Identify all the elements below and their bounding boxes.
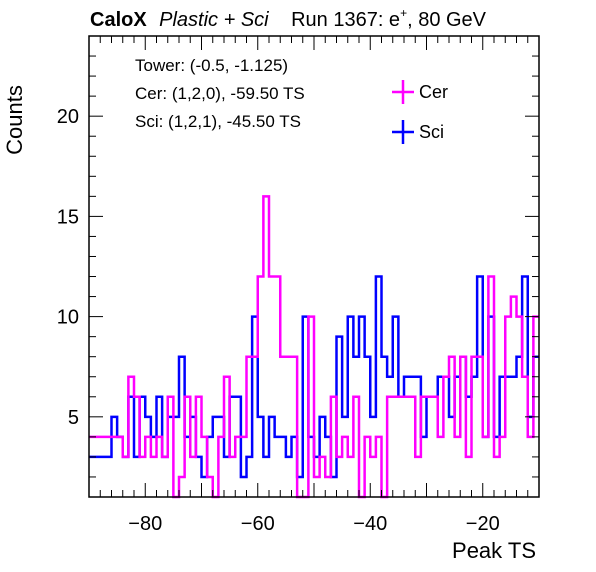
- y-tick-label: 15: [57, 206, 79, 228]
- subtitle-label: Plastic + Sci: [159, 9, 269, 31]
- y-axis-title: Counts: [2, 85, 27, 155]
- brand-label: CaloX: [90, 9, 147, 31]
- x-axis-title: Peak TS: [452, 538, 536, 563]
- x-tick-label: −40: [353, 513, 387, 535]
- legend: Cer Sci: [392, 80, 448, 144]
- x-tick-label: −60: [241, 513, 275, 535]
- legend-sci-label: Sci: [419, 122, 444, 142]
- y-tick-label: 10: [57, 307, 79, 329]
- x-tick-label: −20: [466, 513, 500, 535]
- info-cer: Cer: (1,2,0), -59.50 TS: [135, 84, 305, 103]
- info-sci: Sci: (1,2,1), -45.50 TS: [135, 112, 301, 131]
- y-tick-label: 5: [68, 407, 79, 429]
- histogram-cer: [89, 195, 539, 499]
- legend-cer-marker: [392, 80, 414, 104]
- run-superscript: +: [400, 6, 407, 20]
- legend-cer-label: Cer: [419, 82, 448, 102]
- axis-ticks: [88, 35, 540, 498]
- histogram-lines: [89, 195, 539, 499]
- info-tower: Tower: (-0.5, -1.125): [135, 56, 288, 75]
- run-label: Run 1367: e: [291, 9, 400, 31]
- y-tick-label: 20: [57, 106, 79, 128]
- chart-header: CaloX Plastic + Sci Run 1367: e+, 80 GeV: [90, 6, 487, 31]
- tick-labels: −80 −60 −40 −20 5 10 15 20: [57, 106, 500, 535]
- run-suffix: , 80 GeV: [407, 9, 487, 31]
- legend-sci-marker: [392, 120, 414, 144]
- x-tick-label: −80: [128, 513, 162, 535]
